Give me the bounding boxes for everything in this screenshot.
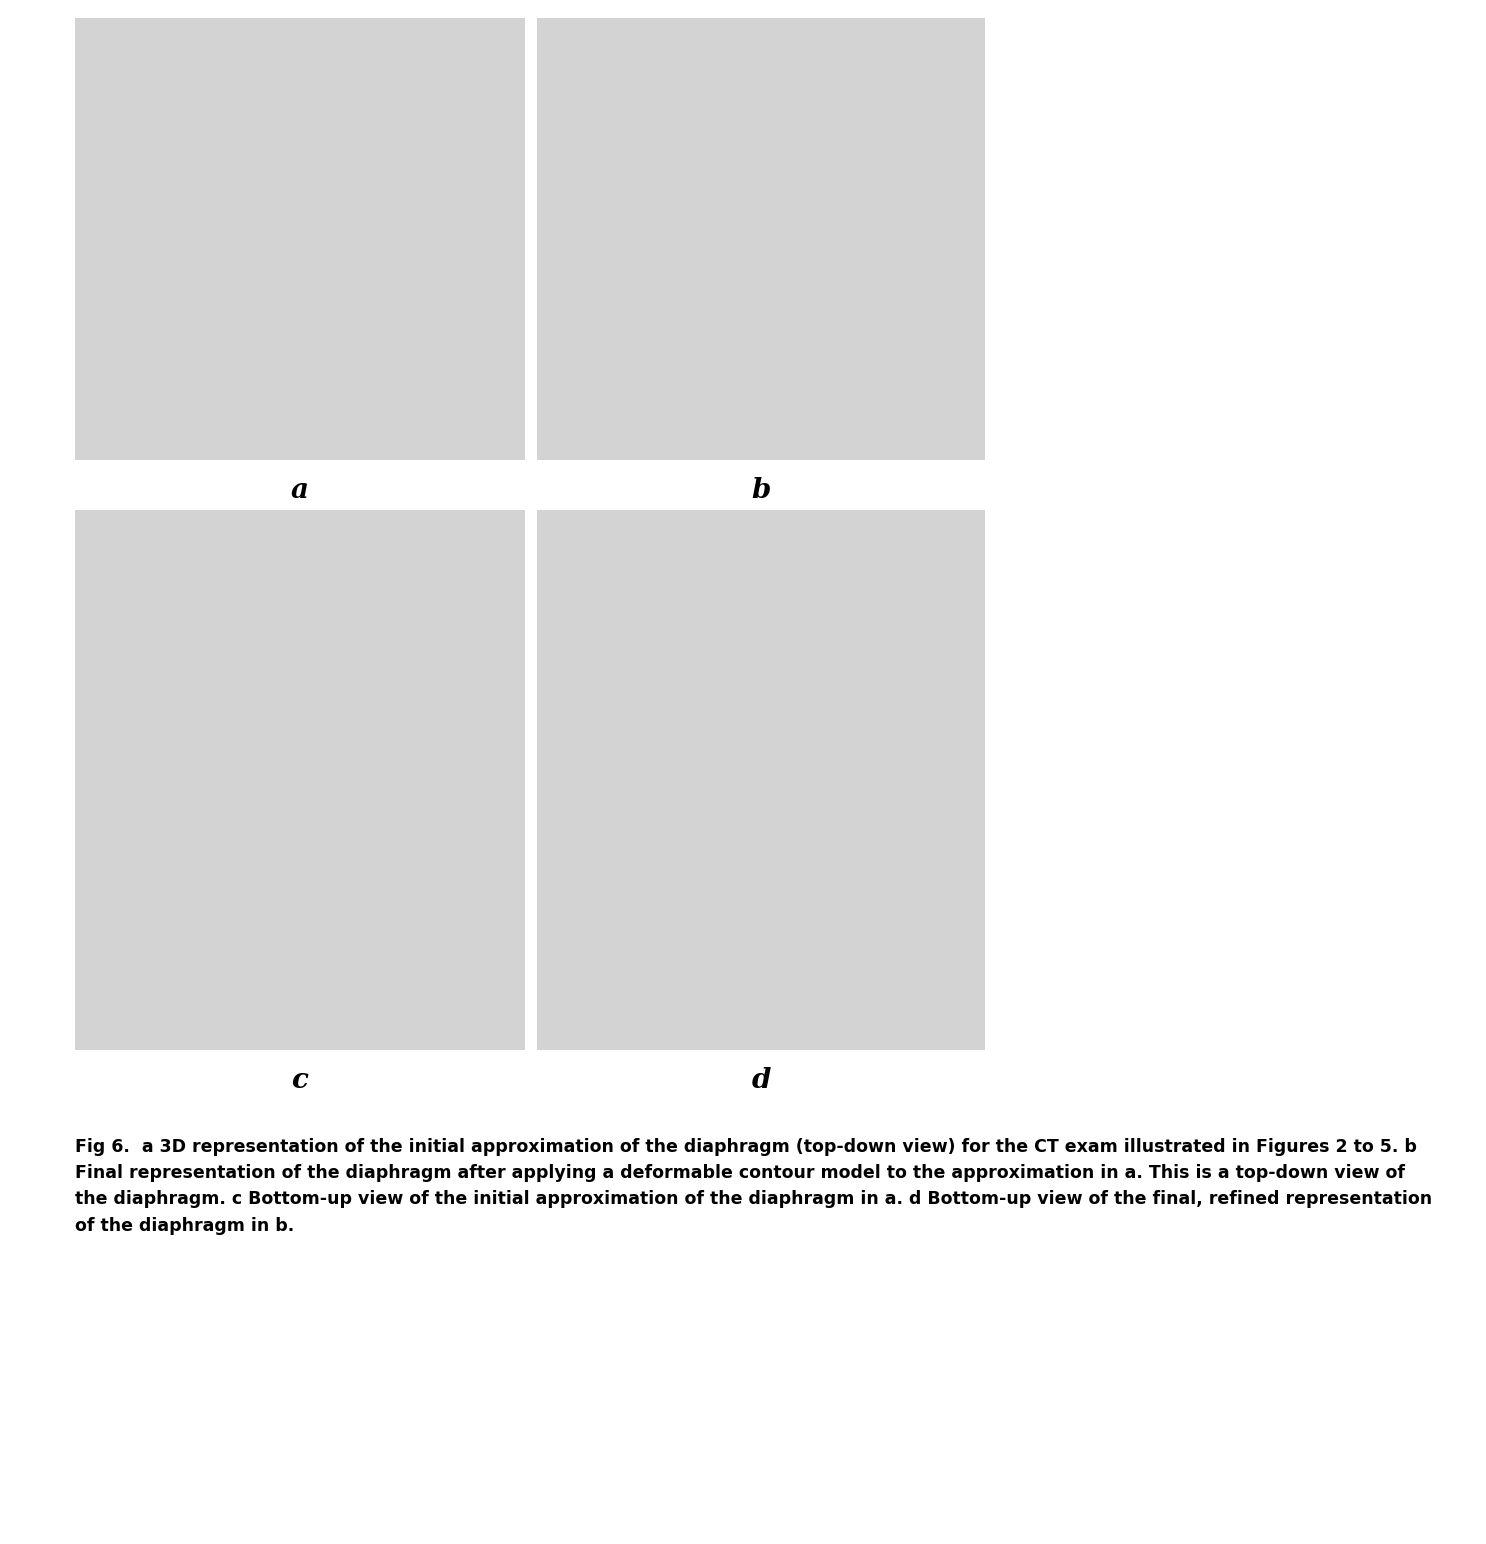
Text: c: c — [291, 1067, 309, 1093]
Text: d: d — [752, 1067, 771, 1093]
Text: a: a — [291, 477, 309, 503]
Text: Fig 6.  a 3D representation of the initial approximation of the diaphragm (top-d: Fig 6. a 3D representation of the initia… — [74, 1138, 1433, 1235]
Text: b: b — [752, 477, 771, 503]
